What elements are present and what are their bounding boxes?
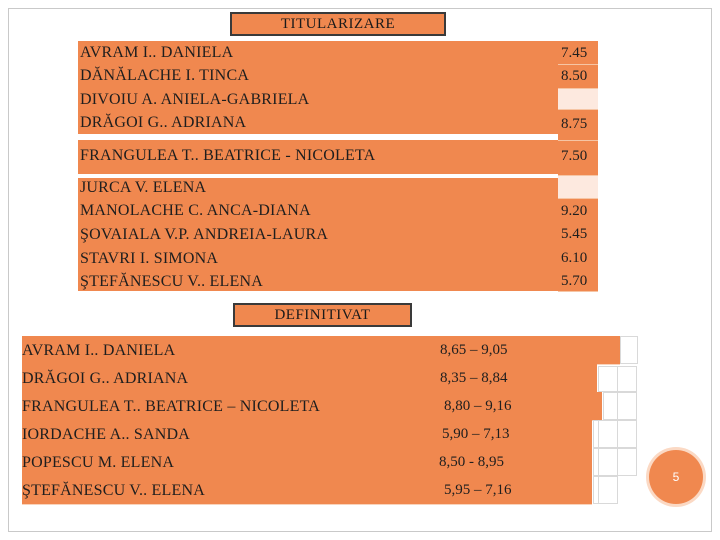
- definitivat-range: 8,50 - 8,95: [439, 454, 504, 470]
- definitivat-range: 8,35 – 8,84: [440, 370, 508, 386]
- row-tail-cell: [620, 336, 638, 364]
- titularizare-grade: 7.45: [561, 45, 588, 61]
- titularizare-names-block-1: [78, 41, 558, 134]
- row-tail-cell: [598, 448, 618, 476]
- row-tail-cell: [617, 420, 637, 448]
- titularizare-name: ŞOVAIALA V.P. ANDREIA-LAURA: [80, 226, 329, 243]
- grade-cell-empty: [558, 176, 598, 199]
- slide-frame: [8, 8, 712, 532]
- titularizare-name: AVRAM I.. DANIELA: [80, 44, 234, 61]
- titularizare-grade: 5.70: [561, 273, 588, 289]
- titularizare-name: ŞTEFĂNESCU V.. ELENA: [80, 273, 263, 290]
- row-tail-cell: [598, 476, 618, 504]
- grade-cell-empty: [558, 89, 598, 110]
- grade-cell: [558, 110, 598, 141]
- titularizare-grade: 5.45: [561, 226, 588, 242]
- definitivat-range: 5,90 – 7,13: [442, 426, 510, 442]
- grade-cell: [558, 199, 598, 292]
- grade-cell: [558, 41, 598, 65]
- definitivat-name: ŞTEFĂNESCU V.. ELENA: [22, 482, 205, 499]
- definitivat-name: FRANGULEA T.. BEATRICE – NICOLETA: [22, 398, 321, 415]
- slide-number-badge: 5: [649, 450, 703, 504]
- titularizare-name: DĂNĂLACHE I. TINCA: [80, 67, 250, 84]
- titularizare-name: DRĂGOI G.. ADRIANA: [80, 114, 247, 131]
- titularizare-grade: 8.75: [561, 116, 588, 132]
- row-tail-cell: [598, 366, 618, 392]
- definitivat-name: POPESCU M. ELENA: [22, 454, 175, 471]
- definitivat-title: DEFINITIVAT: [233, 303, 412, 327]
- titularizare-names-block-3: [78, 178, 558, 291]
- titularizare-name: MANOLACHE C. ANCA-DIANA: [80, 202, 311, 219]
- titularizare-names-block-2: [78, 140, 558, 174]
- titularizare-grade: 6.10: [561, 250, 588, 266]
- definitivat-name: AVRAM I.. DANIELA: [22, 342, 176, 359]
- titularizare-name: JURCA V. ELENA: [80, 179, 207, 196]
- row-tail-cell: [617, 392, 637, 420]
- definitivat-row-bar: [22, 476, 592, 505]
- definitivat-range: 5,95 – 7,16: [444, 482, 512, 498]
- row-tail-cell: [617, 448, 637, 476]
- titularizare-name: DIVOIU A. ANIELA-GABRIELA: [80, 91, 310, 108]
- definitivat-name: IORDACHE A.. SANDA: [22, 426, 191, 443]
- grade-cell: [558, 141, 598, 176]
- definitivat-row-bar: [22, 420, 592, 449]
- definitivat-range: 8,65 – 9,05: [440, 342, 508, 358]
- titularizare-name: STAVRI I. SIMONA: [80, 250, 219, 267]
- row-tail-cell: [603, 392, 618, 420]
- titularizare-grade: 9.20: [561, 203, 588, 219]
- titularizare-title: TITULARIZARE: [230, 12, 446, 36]
- grade-cell: [558, 65, 598, 89]
- definitivat-name: DRĂGOI G.. ADRIANA: [22, 370, 189, 387]
- titularizare-name: FRANGULEA T.. BEATRICE - NICOLETA: [80, 147, 376, 164]
- definitivat-range: 8,80 – 9,16: [444, 398, 512, 414]
- row-tail-cell: [617, 366, 637, 392]
- titularizare-grade: 8.50: [561, 68, 588, 84]
- row-tail-cell: [598, 420, 618, 448]
- titularizare-grade: 7.50: [561, 148, 588, 164]
